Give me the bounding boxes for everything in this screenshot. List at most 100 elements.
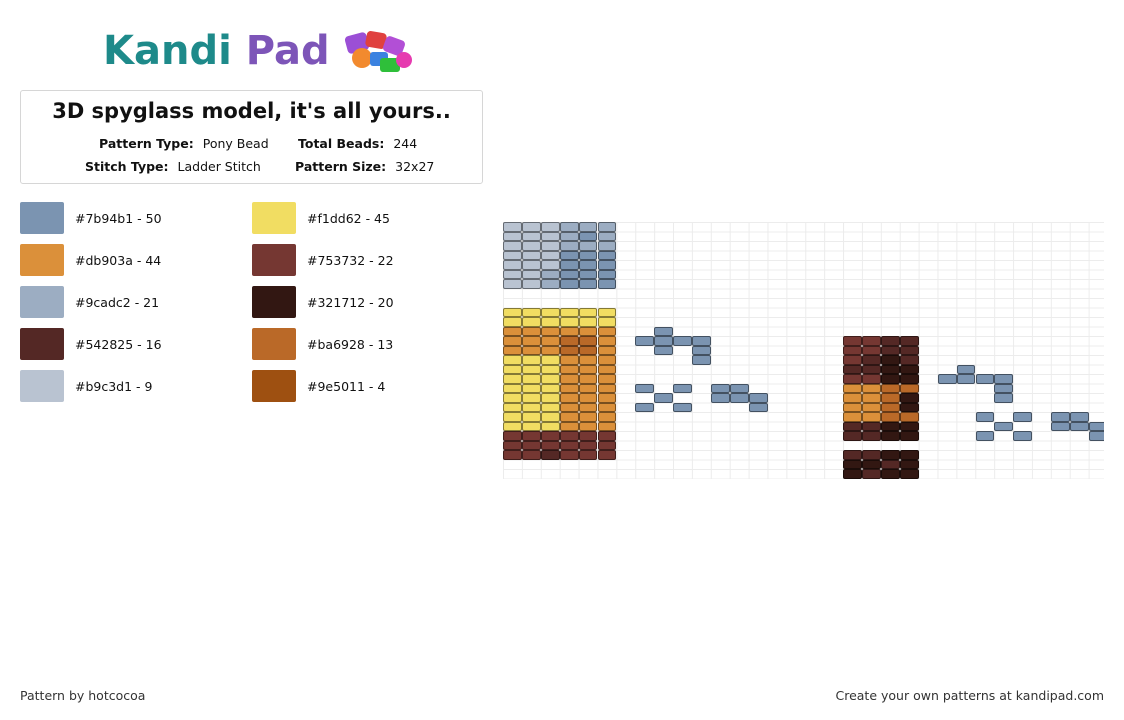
bead bbox=[578, 402, 598, 412]
bead bbox=[540, 421, 560, 431]
bead bbox=[881, 336, 900, 346]
bead bbox=[559, 412, 579, 422]
bead bbox=[503, 345, 522, 355]
bead bbox=[843, 402, 863, 412]
legend-label: #db903a - 44 bbox=[75, 252, 162, 268]
bead bbox=[597, 279, 617, 289]
legend-label: #b9c3d1 - 9 bbox=[75, 378, 153, 394]
bead bbox=[881, 450, 900, 460]
bead bbox=[503, 364, 522, 374]
bead bbox=[503, 269, 522, 279]
bead bbox=[881, 478, 900, 479]
bead bbox=[956, 374, 976, 384]
bead bbox=[559, 450, 579, 460]
bead bbox=[881, 421, 900, 431]
bead bbox=[578, 421, 598, 431]
bead bbox=[729, 393, 749, 403]
bead bbox=[937, 374, 957, 384]
bead bbox=[503, 383, 522, 393]
bead bbox=[559, 355, 579, 365]
bead bbox=[521, 450, 541, 460]
bead bbox=[1051, 421, 1070, 431]
kandipad-logo[interactable]: Kandi Pad bbox=[103, 26, 416, 76]
bead bbox=[843, 345, 863, 355]
bead bbox=[899, 469, 919, 479]
bead bbox=[843, 374, 863, 384]
color-swatch bbox=[20, 370, 64, 402]
bead bbox=[578, 355, 598, 365]
bead bbox=[503, 393, 522, 403]
bead bbox=[597, 345, 617, 355]
bead bbox=[540, 440, 560, 450]
bead bbox=[843, 459, 863, 469]
bead bbox=[710, 393, 730, 403]
bead bbox=[862, 450, 881, 460]
color-swatch bbox=[252, 370, 296, 402]
bead bbox=[899, 345, 919, 355]
bead bbox=[862, 431, 881, 441]
bead bbox=[540, 326, 560, 336]
bead bbox=[597, 336, 617, 346]
color-swatch bbox=[252, 286, 296, 318]
bead bbox=[503, 450, 522, 460]
bead bbox=[692, 355, 711, 365]
bead bbox=[578, 307, 598, 317]
bead bbox=[559, 307, 579, 317]
bead bbox=[521, 279, 541, 289]
bead bbox=[862, 469, 881, 479]
bead bbox=[994, 374, 1014, 384]
legend-item: #9e5011 - 4 bbox=[252, 370, 385, 402]
bead bbox=[597, 374, 617, 384]
bead bbox=[540, 307, 560, 317]
bead bbox=[578, 326, 598, 336]
bead bbox=[635, 383, 655, 393]
bead bbox=[521, 222, 541, 232]
bead bbox=[881, 393, 900, 403]
bead bbox=[503, 279, 522, 289]
bead bbox=[559, 402, 579, 412]
bead bbox=[748, 402, 768, 412]
bead bbox=[503, 412, 522, 422]
bead bbox=[597, 317, 617, 327]
stitch-type-value: Ladder Stitch bbox=[177, 159, 261, 174]
bead bbox=[597, 222, 617, 232]
color-swatch bbox=[252, 328, 296, 360]
bead bbox=[843, 364, 863, 374]
bead bbox=[521, 326, 541, 336]
bead bbox=[597, 450, 617, 460]
bead bbox=[559, 279, 579, 289]
bead bbox=[597, 260, 617, 270]
color-swatch bbox=[252, 202, 296, 234]
bead bbox=[540, 260, 560, 270]
bead bbox=[729, 383, 749, 393]
bead bbox=[1013, 431, 1033, 441]
bead bbox=[881, 374, 900, 384]
bead bbox=[540, 402, 560, 412]
bead bbox=[654, 336, 674, 346]
pattern-type-value: Pony Bead bbox=[202, 136, 269, 151]
bead bbox=[597, 364, 617, 374]
bead bbox=[559, 231, 579, 241]
bead bbox=[521, 231, 541, 241]
bead bbox=[521, 374, 541, 384]
bead bbox=[994, 421, 1014, 431]
bead bbox=[540, 393, 560, 403]
bead bbox=[862, 421, 881, 431]
bead bbox=[843, 469, 863, 479]
bead bbox=[578, 431, 598, 441]
bead bbox=[521, 440, 541, 450]
bead bbox=[559, 431, 579, 441]
bead bbox=[692, 336, 711, 346]
bead bbox=[559, 345, 579, 355]
bead bbox=[503, 307, 522, 317]
bead bbox=[994, 393, 1014, 403]
bead bbox=[540, 374, 560, 384]
bead bbox=[578, 317, 598, 327]
bead bbox=[521, 260, 541, 270]
bead bbox=[1051, 412, 1070, 422]
kandipad-link[interactable]: Create your own patterns at kandipad.com bbox=[835, 688, 1104, 703]
bead bbox=[559, 241, 579, 251]
bead bbox=[710, 383, 730, 393]
bead bbox=[843, 355, 863, 365]
bead bbox=[899, 336, 919, 346]
